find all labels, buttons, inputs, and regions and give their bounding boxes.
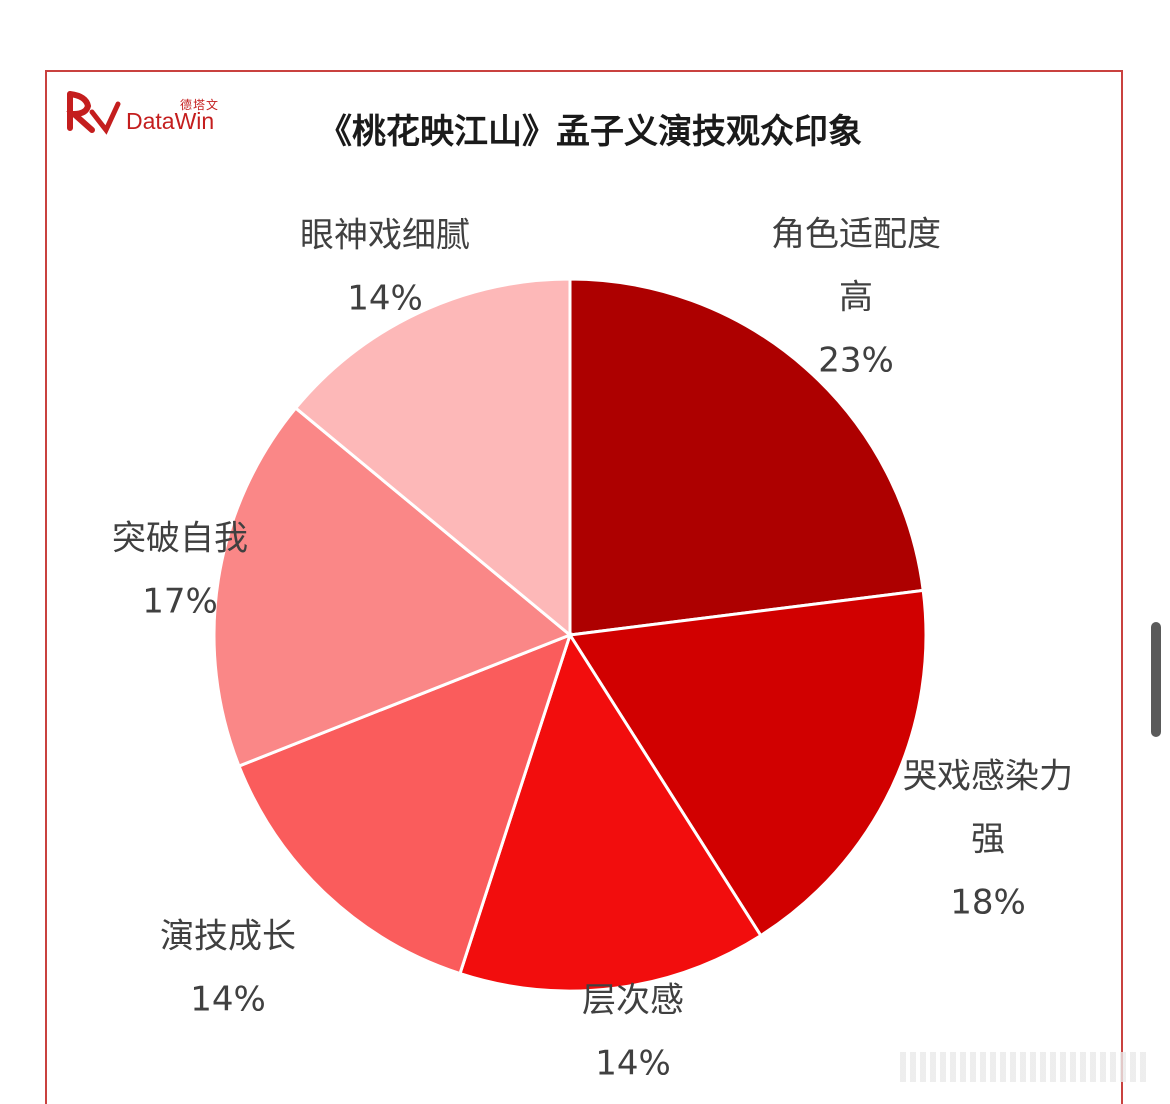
slice-value-label-1: 23% — [818, 341, 894, 381]
logo-chinese-text: 德塔文 — [180, 98, 220, 112]
chart-title: 《桃花映江山》孟子义演技观众印象 — [318, 112, 862, 152]
slice-category-label-2-line-1: 哭戏感染力 — [903, 757, 1073, 797]
slice-value-label-6: 14% — [347, 279, 423, 319]
slice-value-label-4: 14% — [190, 980, 266, 1020]
logo-english-text: DataWin — [126, 108, 215, 134]
pie-slice-6 — [293, 277, 572, 639]
pie-slice-3 — [458, 631, 763, 993]
pie-slice-2 — [567, 588, 928, 938]
slice-category-label-2-line-2: 强 — [971, 820, 1005, 860]
pie-slice-4 — [237, 632, 573, 976]
datawin-logo-icon — [66, 91, 121, 135]
slice-value-label-2: 18% — [950, 883, 1026, 923]
scrollbar-handle[interactable] — [1151, 622, 1161, 737]
slice-category-label-3-line-1: 层次感 — [582, 981, 684, 1021]
pie-slice-1 — [568, 277, 925, 637]
datawin-logo: 德塔文 DataWin — [66, 86, 236, 140]
slice-category-label-4-line-1: 演技成长 — [160, 917, 296, 957]
slice-category-label-5-line-1: 突破自我 — [112, 519, 248, 559]
watermark-strip — [900, 1052, 1150, 1082]
slice-value-label-5: 17% — [142, 582, 218, 622]
slice-category-label-1-line-2: 高 — [839, 278, 873, 318]
pie-slice-5 — [212, 405, 573, 768]
slice-category-label-1-line-1: 角色适配度 — [771, 215, 941, 255]
slice-value-label-3: 14% — [595, 1044, 671, 1084]
slice-category-label-6-line-1: 眼神戏细腻 — [300, 216, 470, 256]
